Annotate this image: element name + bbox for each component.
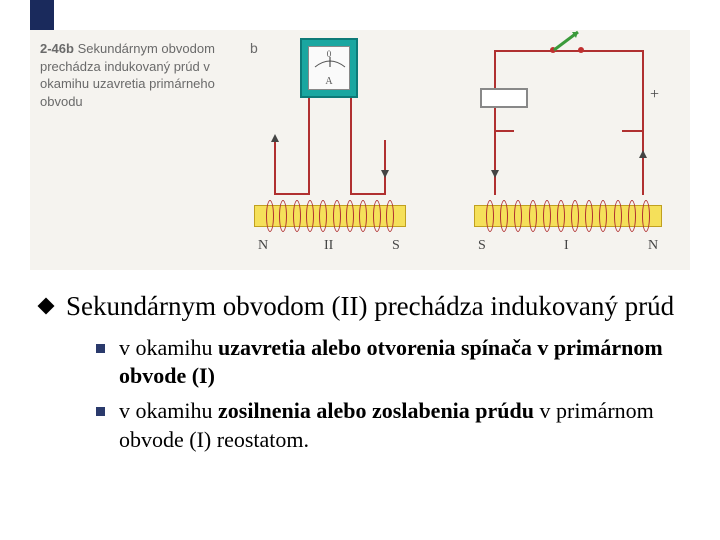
arrow-up-icon — [271, 134, 279, 142]
ammeter: 0 A — [300, 38, 358, 98]
arrow-down-icon — [491, 170, 499, 178]
diagram-right: + S I N — [450, 30, 670, 260]
coil-windings-right — [486, 200, 650, 232]
pole-s: S — [478, 238, 486, 254]
wire — [384, 140, 386, 195]
wire — [274, 140, 276, 195]
diamond-icon — [38, 298, 55, 315]
ammeter-scale-icon — [309, 53, 351, 71]
arrow-down-icon — [381, 170, 389, 178]
pole-ii: II — [324, 238, 333, 254]
sub-bullet-1: v okamihu uzavretia alebo otvorenia spín… — [96, 334, 680, 391]
wire — [642, 50, 644, 130]
sub-bullet-2: v okamihu zosilnenia alebo zoslabenia pr… — [96, 397, 680, 454]
sublist: v okamihu uzavretia alebo otvorenia spín… — [96, 334, 680, 454]
wire — [308, 98, 310, 193]
sub2-a: v okamihu — [119, 398, 218, 423]
wire — [494, 108, 496, 130]
pole-s: S — [392, 238, 400, 254]
plus-label: + — [650, 86, 659, 104]
wire — [494, 130, 496, 195]
coil-windings-left — [266, 200, 394, 232]
arrow-up-icon — [639, 150, 647, 158]
switch-arrow-icon — [550, 28, 584, 52]
pole-n: N — [648, 238, 658, 254]
wire — [642, 130, 644, 195]
ammeter-label-a: A — [309, 76, 349, 87]
square-icon — [96, 344, 105, 353]
figure-caption: 2-46b Sekundárnym obvodom prechádza indu… — [40, 40, 220, 110]
wire — [350, 98, 352, 193]
sub2-b: zosilnenia alebo zoslabenia prúdu — [218, 398, 534, 423]
main-list: Sekundárnym obvodom (II) prechádza induk… — [40, 290, 680, 460]
wire — [274, 193, 310, 195]
sub1-a: v okamihu — [119, 335, 218, 360]
pole-n: N — [258, 238, 268, 254]
caption-number: 2-46b — [40, 41, 74, 56]
pole-i: I — [564, 238, 569, 254]
wire — [622, 130, 644, 132]
sub-text-1: v okamihu uzavretia alebo otvorenia spín… — [119, 334, 680, 391]
ammeter-face: 0 A — [308, 46, 350, 90]
diagram-left: 0 A N II S — [230, 30, 430, 260]
wire — [350, 193, 386, 195]
wire — [494, 130, 514, 132]
accent-bar — [30, 0, 54, 32]
sub-text-2: v okamihu zosilnenia alebo zoslabenia pr… — [119, 397, 680, 454]
main-text: Sekundárnym obvodom (II) prechádza induk… — [66, 290, 674, 324]
main-bullet: Sekundárnym obvodom (II) prechádza induk… — [40, 290, 680, 324]
square-icon — [96, 407, 105, 416]
battery — [480, 88, 528, 108]
figure-area: 2-46b Sekundárnym obvodom prechádza indu… — [30, 30, 690, 270]
